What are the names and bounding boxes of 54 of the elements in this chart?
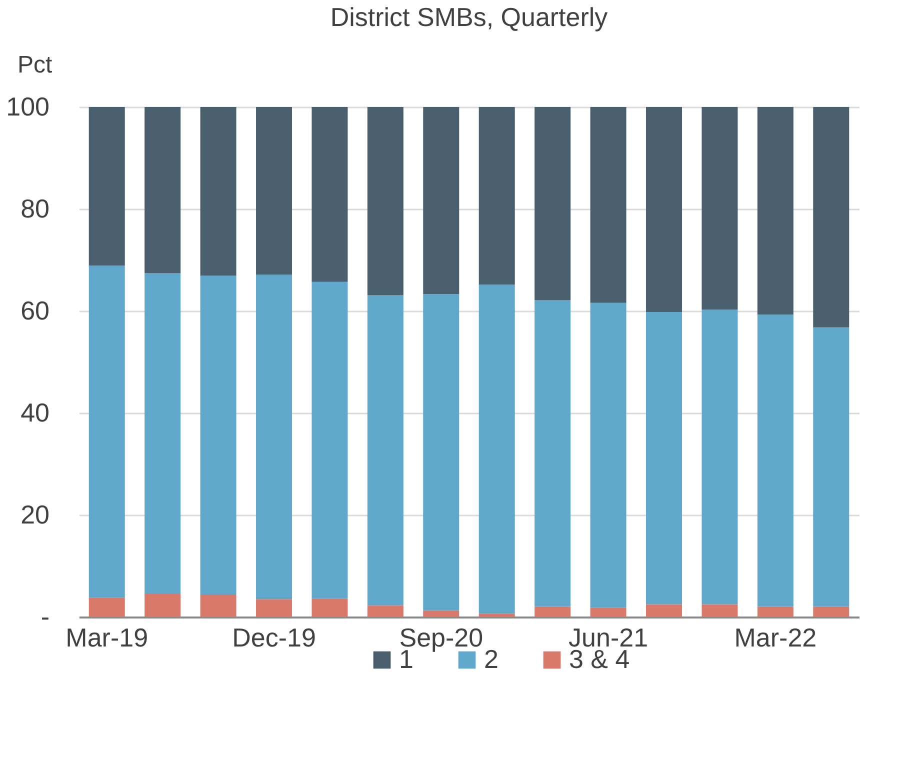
bar [590,302,626,608]
bar [144,594,181,617]
bar [88,107,125,266]
bar [200,276,236,595]
y-tick-label: 100 [6,92,50,122]
bar [646,107,682,312]
y-tick-label: 40 [20,398,50,428]
bar [256,599,292,617]
bar [423,294,460,610]
y-tick-label: 60 [20,296,50,326]
bar [88,598,125,617]
bar [702,604,738,617]
bar [590,608,626,617]
bar [646,604,682,617]
bar [590,107,626,303]
bar [144,273,181,594]
bar [757,107,794,315]
y-axis-title: Pct [18,52,53,78]
bar [312,598,348,617]
bar [534,606,571,617]
y-tick-label: 80 [20,194,50,224]
bar [367,295,404,606]
x-tick-label: Dec-19 [232,622,316,652]
bar [423,610,460,617]
bar [478,284,515,614]
x-tick-label: Mar-19 [66,622,148,652]
bar [256,274,292,600]
bar [813,107,850,328]
bar [367,605,404,617]
x-tick-label: Mar-22 [734,622,817,652]
bar [312,282,348,599]
bar [478,613,515,617]
bar [534,300,571,607]
chart-title: District SMBs, Quarterly [330,2,608,32]
bar [312,107,348,282]
y-tick-label: - [40,602,50,632]
bar [646,312,682,604]
bar [702,309,738,604]
bar [757,314,794,607]
bar [478,107,515,284]
bar [367,107,404,296]
y-tick-label: 20 [20,500,50,530]
bar [813,327,850,607]
bar [813,606,850,617]
legend-label: 2 [484,644,498,674]
bar [702,107,738,310]
bar [256,107,292,275]
bar [200,594,236,617]
bar [757,606,794,617]
bar [423,107,460,294]
bar [88,266,125,598]
bar [200,107,236,276]
bar [534,107,571,300]
bar [144,107,181,274]
